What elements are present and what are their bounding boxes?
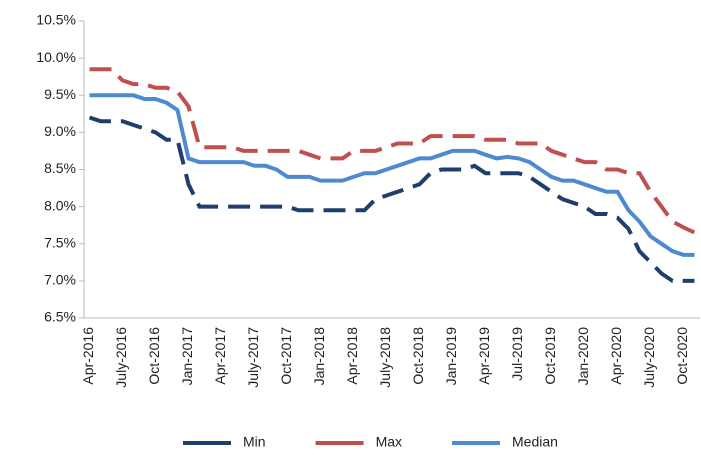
x-tick-label: Apr-2018	[344, 327, 360, 385]
x-tick-label: July-2017	[245, 327, 261, 388]
series-line	[89, 67, 696, 235]
y-tick-label: 9.0%	[44, 123, 76, 139]
x-tick-label: July-2016	[113, 327, 129, 388]
y-tick-label: 9.5%	[44, 86, 76, 102]
x-tick-label: Apr-2017	[212, 327, 228, 385]
y-tick-label: 7.5%	[44, 234, 76, 250]
x-tick-label: Oct-2018	[410, 327, 426, 385]
x-tick-label: Oct-2016	[146, 327, 162, 385]
y-tick-label: 7.0%	[44, 272, 76, 288]
x-tick-label: Jan-2018	[311, 327, 327, 386]
x-tick-label: Oct-2017	[278, 327, 294, 385]
x-tick-label: July-2020	[641, 327, 657, 388]
y-tick-label: 8.0%	[44, 197, 76, 213]
legend-label: Min	[243, 434, 266, 450]
x-tick-label: Jul-2019	[509, 327, 525, 381]
series-line	[88, 115, 695, 283]
x-tick-label: Oct-2019	[542, 327, 558, 385]
x-tick-label: Jan-2019	[443, 327, 459, 386]
x-tick-label: Oct-2020	[674, 327, 690, 385]
legend-label: Median	[512, 434, 558, 450]
x-tick-label: Apr-2020	[608, 327, 624, 385]
x-tick-label: July-2018	[377, 327, 393, 388]
y-tick-label: 6.5%	[44, 309, 76, 325]
x-tick-label: Jan-2017	[179, 327, 195, 386]
x-tick-label: Apr-2019	[476, 327, 492, 385]
legend-label: Max	[376, 434, 402, 450]
y-tick-label: 8.5%	[44, 160, 76, 176]
y-tick-label: 10.5%	[36, 12, 76, 28]
series-line	[89, 93, 695, 257]
x-tick-label: Jan-2020	[575, 327, 591, 386]
x-tick-label: Apr-2016	[80, 327, 96, 385]
y-tick-label: 10.0%	[36, 49, 76, 65]
